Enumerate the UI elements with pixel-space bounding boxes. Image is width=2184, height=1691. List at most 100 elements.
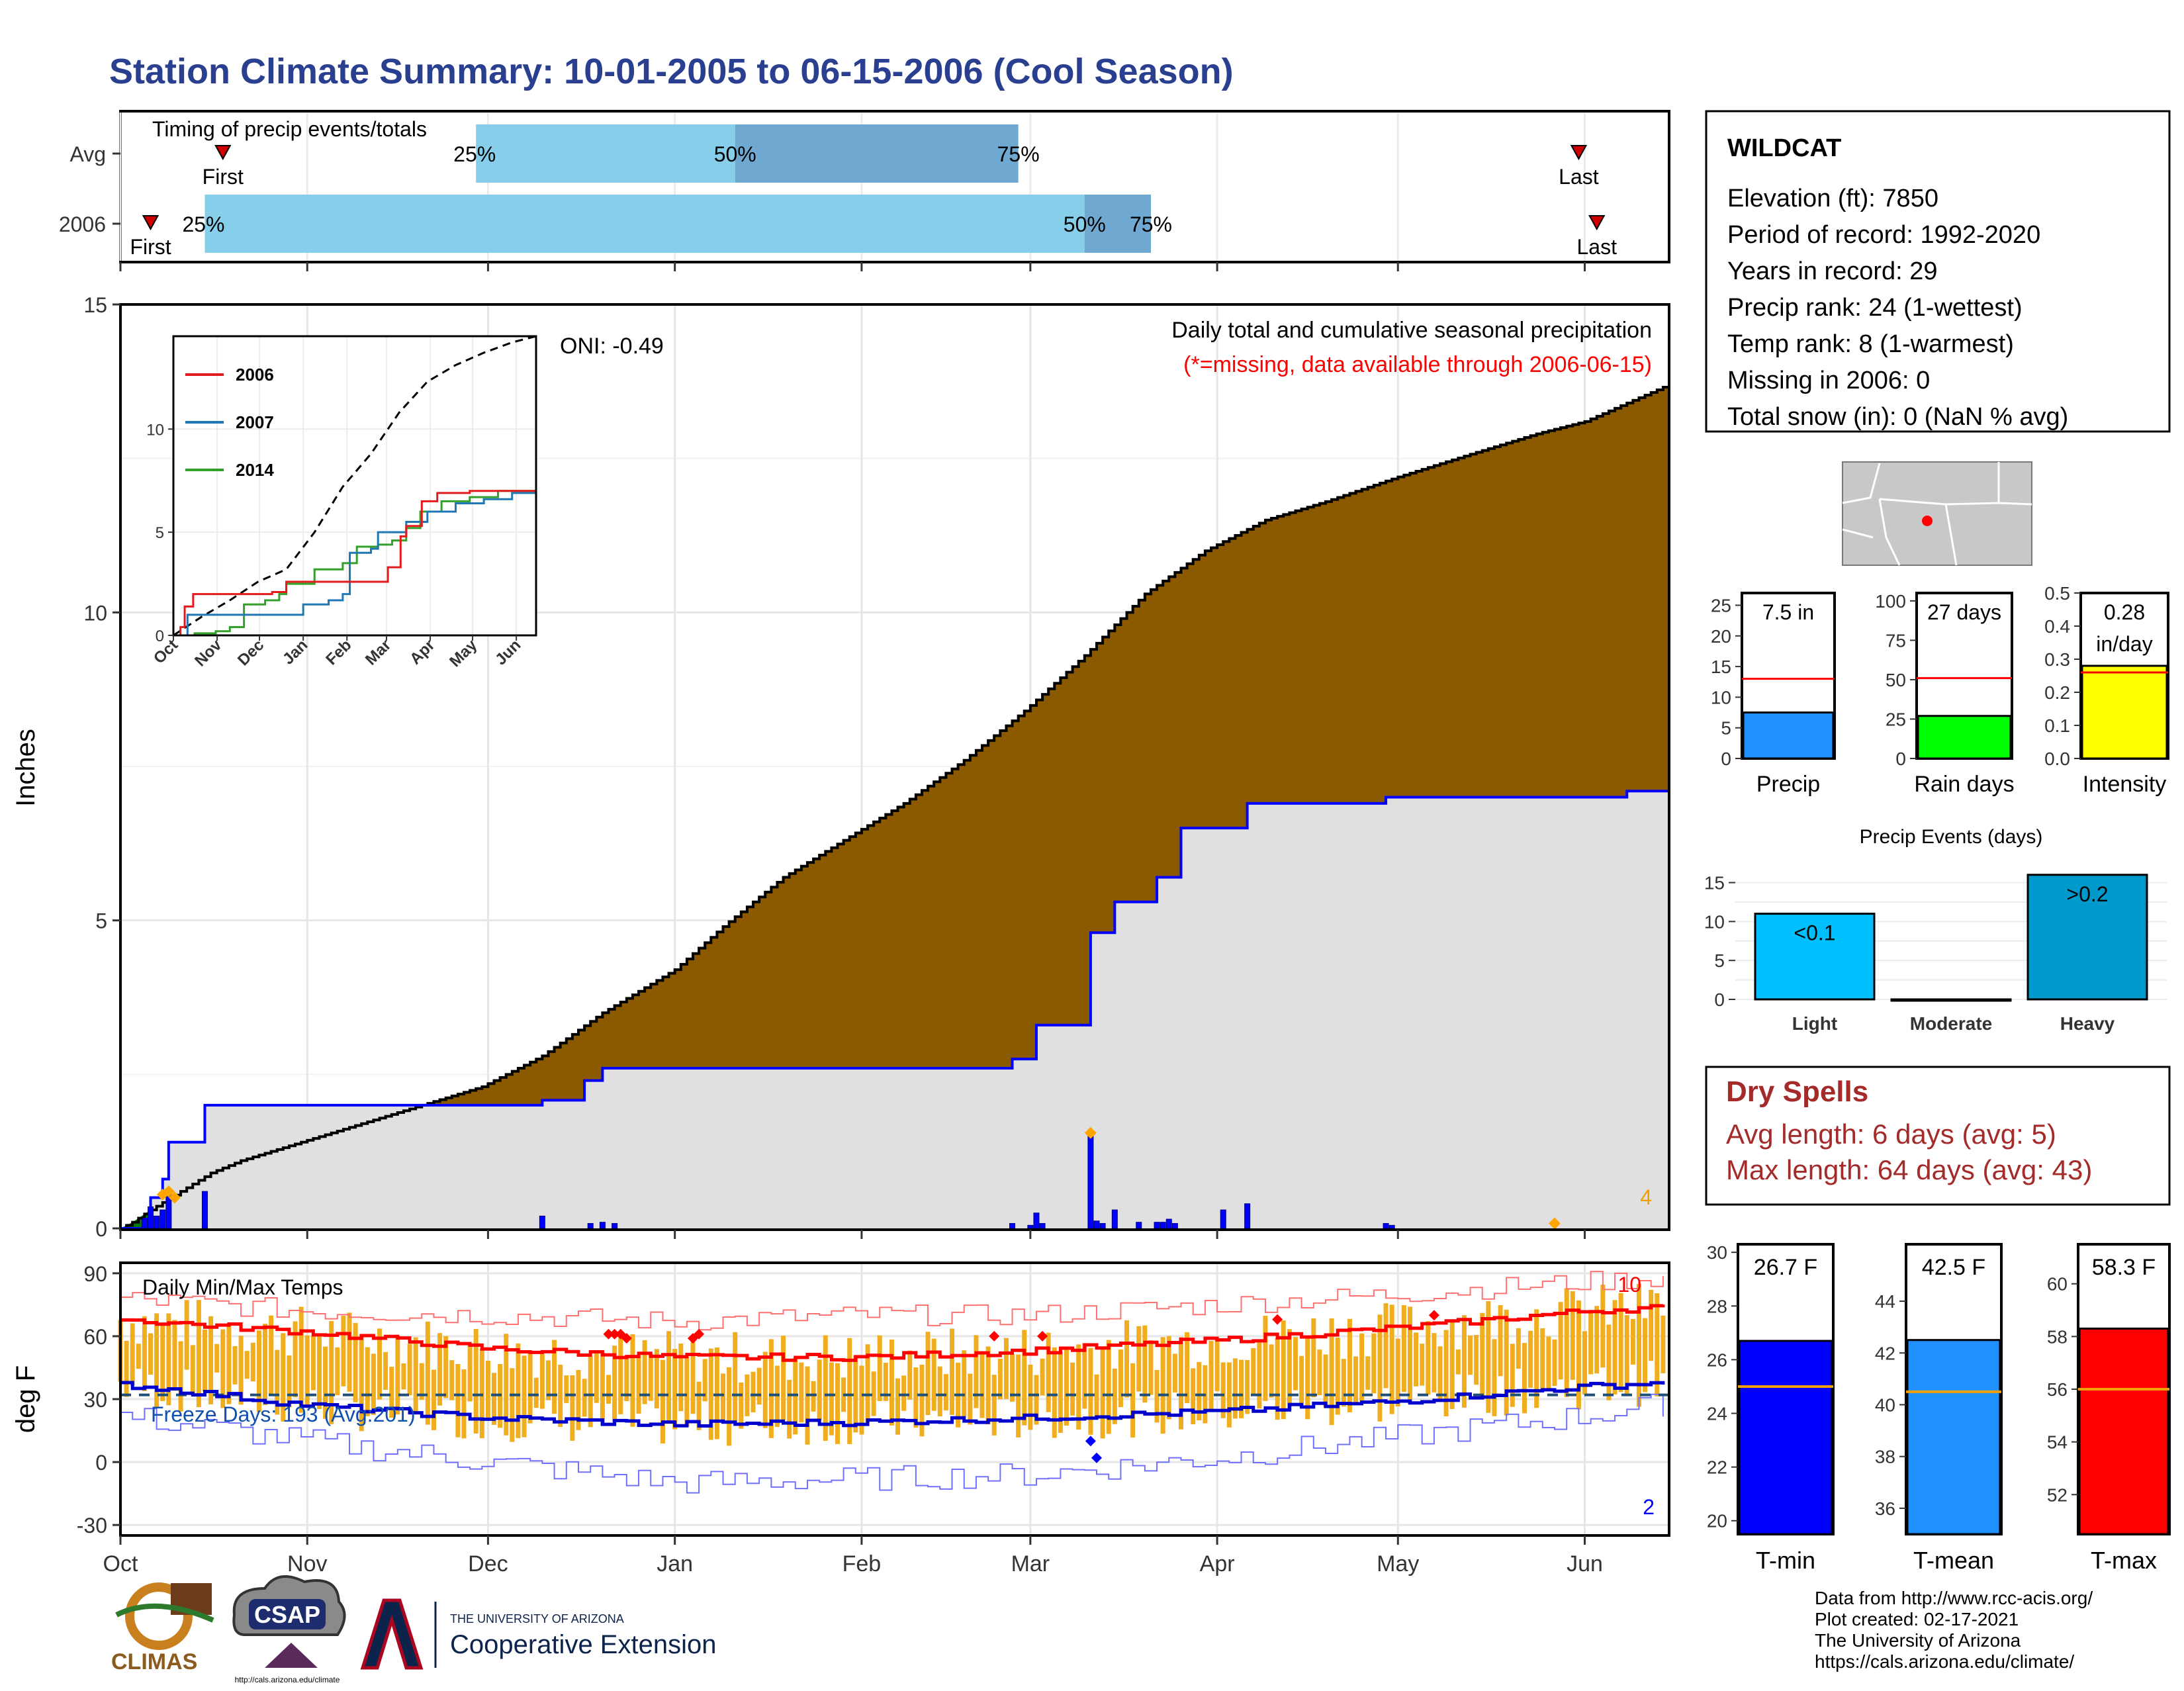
daily-temp-bar	[365, 1347, 370, 1416]
daily-temp-bar	[1208, 1341, 1214, 1411]
temps-daily-bars	[118, 1283, 1666, 1446]
mini-temp-y-tick-label: 20	[1707, 1511, 1727, 1531]
mini-temp-y-tick-label: 26	[1707, 1349, 1727, 1370]
events-x-label: Moderate	[1910, 1013, 1992, 1034]
daily-temp-bar	[1480, 1312, 1485, 1400]
daily-temp-bar	[968, 1373, 973, 1425]
page-title: Station Climate Summary: 10-01-2005 to 0…	[109, 52, 1234, 91]
daily-temp-bar	[539, 1353, 545, 1409]
daily-temp-bar	[751, 1371, 756, 1412]
mini-temp-2: 42.5 F 36 38 40 42 44 T-mean	[1875, 1243, 2003, 1574]
temps-x-tick-label: Dec	[468, 1551, 508, 1577]
daily-temp-bar	[648, 1353, 653, 1401]
daily-temp-bar	[1661, 1315, 1666, 1373]
daily-temp-bar	[1311, 1318, 1316, 1398]
daily-temp-bar	[979, 1351, 985, 1418]
daily-temp-bar	[335, 1347, 340, 1396]
daily-temp-bar	[1191, 1368, 1196, 1424]
daily-temp-bar	[1353, 1356, 1359, 1404]
precip-note: (*=missing, data available through 2006-…	[1183, 352, 1652, 377]
daily-temp-bar	[1522, 1343, 1527, 1414]
daily-temp-bar	[678, 1343, 684, 1412]
mini-precip-y-tick-label: 0.1	[2044, 715, 2070, 736]
daily-temp-bar	[721, 1373, 726, 1423]
daily-temp-bar	[1034, 1375, 1039, 1425]
precip-y-tick-label: 0	[95, 1217, 107, 1241]
inset-grid	[173, 336, 536, 636]
freeze-days-label: Freeze Days: 193 (Avg:201)	[151, 1402, 416, 1426]
daily-temp-bar	[672, 1349, 678, 1430]
daily-temp-bar	[1010, 1354, 1015, 1402]
daily-temp-bar	[1437, 1346, 1443, 1400]
daily-temp-bar	[298, 1306, 304, 1413]
daily-temp-bar	[853, 1355, 858, 1433]
daily-temp-bar	[1498, 1305, 1503, 1377]
daily-temp-bar	[1528, 1330, 1533, 1388]
daily-temp-bar	[395, 1336, 400, 1415]
temps-ylabel: deg F	[11, 1365, 40, 1433]
daily-temp-bar	[1383, 1303, 1388, 1389]
daily-temp-bar	[1112, 1368, 1117, 1424]
mini-temp-value: 26.7 F	[1754, 1255, 1817, 1280]
daily-temp-bar	[787, 1379, 792, 1439]
record-max-marker	[694, 1328, 705, 1340]
daily-temp-bar	[1094, 1374, 1099, 1417]
daily-temp-bar	[1064, 1349, 1069, 1426]
events-bar	[1890, 998, 2012, 1002]
mini-temp-3: 58.3 F 52 54 56 58 60 T-max	[2047, 1243, 2171, 1574]
daily-temp-bar	[353, 1322, 358, 1402]
daily-temp-bar	[1022, 1330, 1027, 1426]
daily-temp-bar	[1432, 1333, 1437, 1393]
mini-precip-y-tick-label: 0.4	[2044, 616, 2070, 637]
daily-temp-bar	[901, 1375, 907, 1411]
daily-temp-bar	[304, 1335, 310, 1406]
station-frame	[1705, 110, 2171, 433]
timing-first-label: First	[203, 165, 244, 189]
inset-legend-label: 2007	[236, 412, 274, 432]
daily-temp-bar	[1040, 1358, 1045, 1396]
daily-temp-bar	[1636, 1283, 1641, 1407]
dry-frame	[1705, 1066, 2171, 1206]
daily-precip-bar	[1099, 1223, 1106, 1229]
daily-temp-bar	[1257, 1340, 1262, 1409]
credit-line: Plot created: 02-17-2021	[1815, 1609, 2019, 1629]
timing-25-label: 25%	[453, 142, 496, 166]
csap-badge	[249, 1599, 326, 1629]
avg-cumulative-line	[120, 384, 1670, 1230]
daily-temp-bar	[829, 1362, 834, 1436]
daily-temp-bar	[684, 1357, 690, 1427]
mini-precip-1: 7.5 in 0 5 10 15 20 25 Precip	[1711, 592, 1836, 797]
daily-temp-bar	[323, 1346, 328, 1419]
daily-temp-bar	[654, 1349, 659, 1409]
daily-temp-bar	[124, 1340, 129, 1397]
mini-temp-bar	[1738, 1340, 1833, 1535]
daily-temp-bar	[1546, 1336, 1551, 1390]
precip-areas	[120, 384, 1670, 1230]
temps-x-tick-label: Oct	[103, 1551, 138, 1577]
credit-line: The University of Arizona	[1815, 1630, 2021, 1651]
climas-logo-swoosh	[115, 1603, 214, 1623]
temps-x-tick-label: Feb	[842, 1551, 882, 1577]
daily-temp-bar	[1106, 1340, 1111, 1434]
mini-precip-y-tick-label: 15	[1711, 657, 1731, 677]
daily-temp-bar	[467, 1345, 473, 1402]
daily-temp-bar	[1185, 1332, 1190, 1404]
daily-temp-bar	[1618, 1293, 1623, 1393]
mini-temp-y-tick-label: 24	[1707, 1404, 1727, 1424]
daily-temp-bar	[1612, 1300, 1617, 1394]
daily-temp-bar	[371, 1353, 376, 1415]
daily-temp-bar	[1510, 1344, 1515, 1407]
daily-temp-bar	[1154, 1369, 1160, 1423]
mini-temp-y-tick-label: 42	[1875, 1343, 1895, 1363]
daily-temp-bar	[485, 1361, 490, 1419]
record-max-count: 10	[1617, 1273, 1641, 1297]
daily-temp-bar	[1028, 1364, 1033, 1430]
credit-line: Data from http://www.rcc-acis.org/	[1815, 1588, 2093, 1608]
daily-temp-bar	[1335, 1338, 1340, 1415]
daily-temp-bar	[1649, 1289, 1654, 1361]
daily-temp-bar	[889, 1339, 894, 1426]
mini-precip-bar	[1917, 715, 2012, 760]
daily-temp-bar	[1420, 1344, 1425, 1386]
precip-y-tick-label: 15	[83, 293, 107, 317]
dry-max: Max length: 64 days (avg: 43)	[1726, 1154, 2092, 1185]
